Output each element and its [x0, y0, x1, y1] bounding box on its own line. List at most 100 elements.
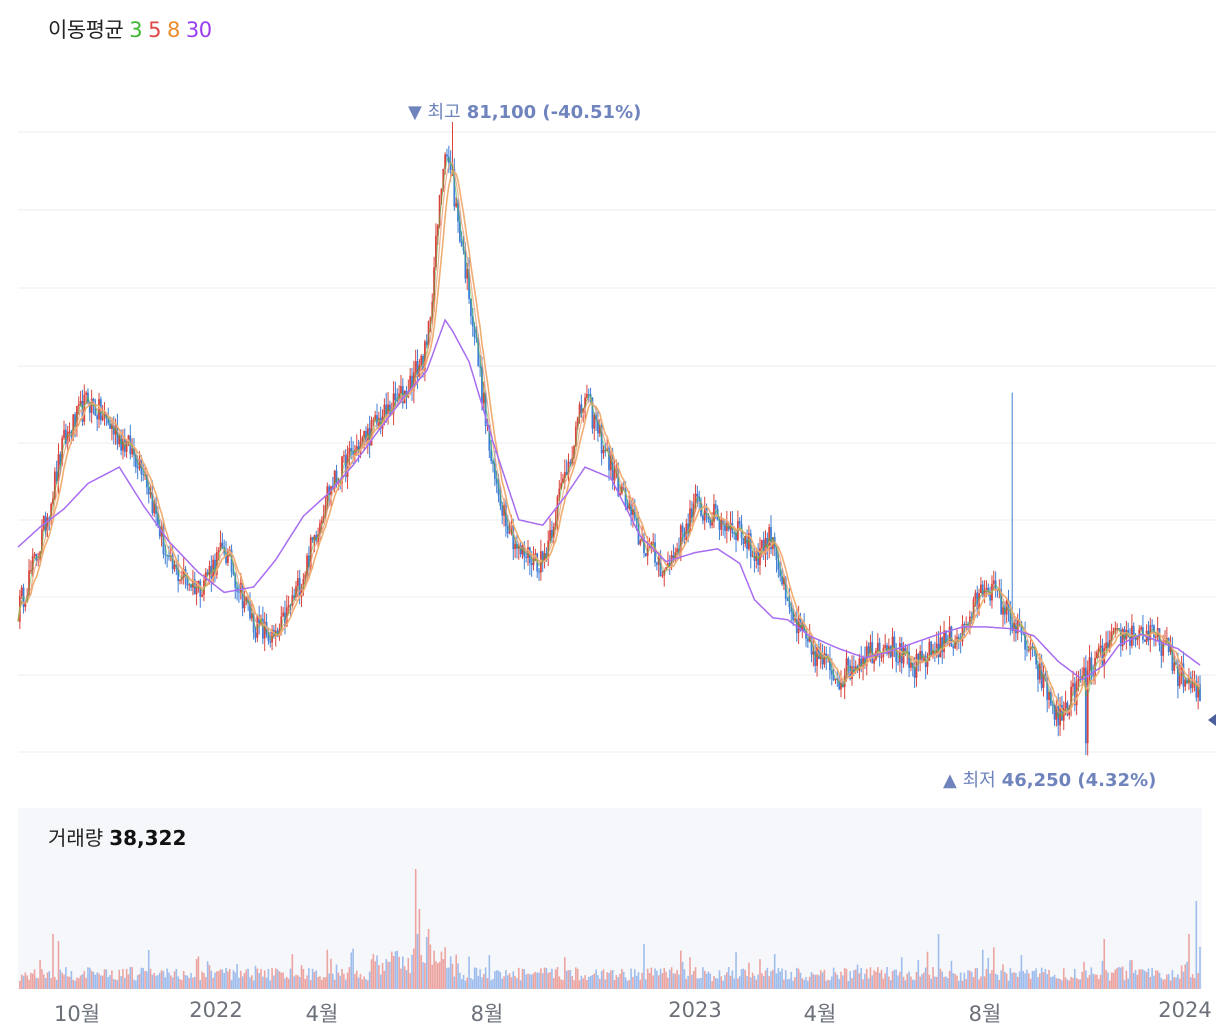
volume-bar	[385, 958, 388, 989]
volume-bar	[716, 978, 719, 989]
candle-body	[280, 616, 283, 630]
volume-bar	[1059, 978, 1061, 989]
volume-bar	[203, 973, 205, 989]
volume-bar	[413, 948, 415, 989]
candle-body	[447, 156, 450, 163]
volume-bar	[311, 968, 314, 989]
candle-body	[250, 613, 253, 619]
candle-body	[608, 448, 610, 471]
volume-bar	[181, 979, 183, 989]
candle-body	[724, 523, 726, 531]
volume-bar	[681, 961, 684, 989]
volume-bar	[523, 969, 526, 989]
candle-body	[560, 483, 563, 489]
volume-bar	[453, 976, 456, 989]
volume-bar	[243, 973, 246, 989]
volume-bar	[28, 979, 30, 989]
volume-bar	[877, 967, 879, 989]
volume-bar	[923, 972, 925, 989]
volume-bar	[155, 975, 157, 989]
volume-bar	[1153, 975, 1155, 989]
candle-body	[254, 632, 257, 638]
candle-body	[488, 425, 491, 451]
volume-bar	[1160, 977, 1163, 989]
volume-bar	[206, 961, 209, 989]
candle-body	[1169, 646, 1172, 652]
volume-bar	[1075, 978, 1078, 989]
volume-bar	[1108, 980, 1111, 989]
volume-bar	[1112, 972, 1115, 989]
candle-body	[576, 417, 579, 427]
volume-bar	[720, 976, 723, 989]
volume-bar	[939, 968, 942, 989]
volume-bar	[888, 976, 890, 989]
volume-bar	[479, 969, 481, 989]
volume-bar	[829, 980, 831, 989]
volume-bar	[900, 957, 903, 989]
volume-bar	[935, 976, 938, 989]
volume-bar	[1191, 974, 1194, 989]
candle-body	[790, 607, 793, 612]
volume-bar	[269, 980, 272, 989]
candle-body	[941, 637, 944, 653]
candle-body	[635, 518, 638, 521]
volume-bar	[1064, 977, 1067, 989]
ma3-legend: 3	[129, 18, 143, 42]
candle-body	[1022, 633, 1025, 635]
volume-bar	[810, 971, 813, 989]
candle-body	[306, 555, 308, 575]
volume-bar	[368, 971, 371, 989]
candle-body	[109, 423, 111, 429]
volume-bar	[1024, 973, 1026, 989]
candle-body	[440, 188, 443, 196]
volume-bar	[1090, 967, 1093, 989]
candle-body	[753, 556, 756, 561]
volume-bar	[1029, 978, 1032, 989]
candle-body	[805, 630, 807, 639]
candle-body	[394, 393, 397, 400]
volume-bar	[530, 974, 533, 989]
candle-body	[411, 375, 413, 391]
volume-bar	[772, 969, 774, 989]
volume-bar	[37, 978, 40, 989]
candle-body	[33, 553, 36, 556]
candle-body	[241, 582, 244, 609]
volume-bar	[210, 970, 213, 989]
candle-body	[1112, 631, 1115, 633]
volume-bar	[899, 971, 901, 989]
candle-body	[328, 486, 331, 495]
volume-bar	[941, 971, 944, 989]
candle-body	[377, 417, 380, 426]
candle-body	[626, 504, 629, 509]
volume-bar	[164, 977, 167, 989]
volume-bar	[527, 973, 529, 989]
candle-body	[1142, 627, 1144, 640]
volume-bar	[1101, 960, 1104, 989]
candle-body	[900, 643, 903, 664]
volume-bar	[1009, 968, 1012, 989]
volume-bar	[1074, 968, 1076, 989]
volume-bar	[114, 979, 117, 989]
candle-body	[830, 670, 833, 675]
volume-bar	[326, 949, 329, 989]
volume-bar	[506, 975, 509, 989]
volume-bar	[420, 954, 423, 989]
volume-bar	[538, 972, 540, 989]
volume-bar	[490, 980, 492, 989]
price-chart[interactable]	[0, 0, 1216, 800]
volume-bar	[1151, 967, 1153, 989]
candle-body	[873, 659, 876, 664]
volume-chart[interactable]	[0, 0, 1216, 1000]
volume-bar	[576, 968, 579, 989]
volume-bar	[737, 978, 739, 989]
volume-bar	[1053, 974, 1056, 989]
volume-bar	[1037, 977, 1039, 989]
volume-bar	[836, 974, 839, 989]
volume-bar	[98, 973, 100, 989]
volume-bar	[731, 970, 734, 989]
volume-bar	[611, 969, 614, 989]
candle-body	[814, 651, 817, 666]
volume-bar	[471, 979, 474, 989]
candle-body	[256, 615, 259, 638]
volume-bar	[291, 954, 294, 989]
